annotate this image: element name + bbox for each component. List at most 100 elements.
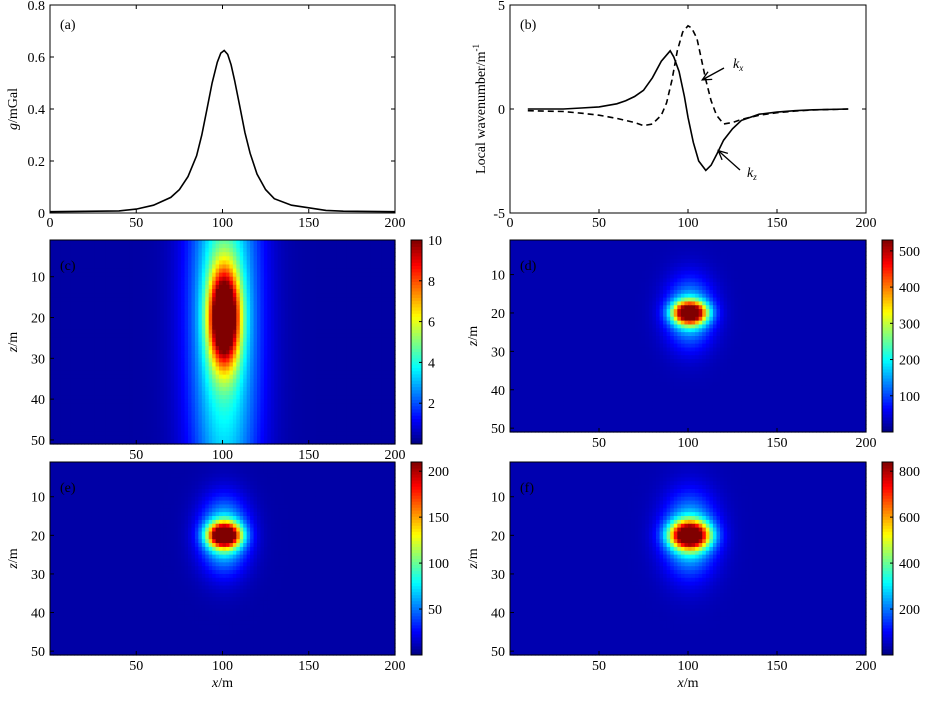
heatmap-cell — [181, 387, 185, 392]
heatmap-cell — [260, 407, 264, 412]
heatmap-cell — [312, 375, 316, 380]
heatmap-cell — [57, 285, 61, 290]
heatmap-cell — [295, 297, 299, 302]
heatmap-cell — [378, 399, 382, 404]
heatmap-cell — [185, 334, 189, 339]
heatmap-cell — [219, 362, 223, 367]
heatmap-cell — [371, 383, 375, 388]
heatmap-cell — [381, 432, 385, 437]
heatmap-cell — [267, 326, 271, 331]
heatmap-cell — [226, 415, 230, 420]
heatmap-cell — [219, 387, 223, 392]
heatmap-cell — [202, 256, 206, 261]
heatmap-cell — [229, 281, 233, 286]
heatmap-cell — [178, 309, 182, 314]
heatmap-cell — [122, 330, 126, 335]
heatmap-cell — [205, 411, 209, 416]
heatmap-cell — [388, 415, 392, 420]
heatmap-cell — [157, 297, 161, 302]
heatmap-cell — [336, 269, 340, 274]
heatmap-cell — [129, 358, 133, 363]
heatmap-cell — [219, 399, 223, 404]
heatmap-cell — [105, 256, 109, 261]
heatmap-cell — [264, 322, 268, 327]
heatmap-cell — [267, 366, 271, 371]
heatmap-cell — [129, 281, 133, 286]
heatmap-cell — [150, 260, 154, 265]
heatmap-cell — [136, 403, 140, 408]
heatmap-cell — [167, 338, 171, 343]
heatmap-cell — [160, 256, 164, 261]
heatmap-cell — [385, 281, 389, 286]
heatmap-cell — [81, 387, 85, 392]
heatmap-cell — [250, 338, 254, 343]
heatmap-cell — [102, 330, 106, 335]
heatmap-cell — [254, 395, 258, 400]
heatmap-cell — [74, 424, 78, 429]
heatmap-cell — [285, 301, 289, 306]
heatmap-cell — [195, 346, 199, 351]
heatmap-cell — [185, 264, 189, 269]
heatmap-cell — [212, 350, 216, 355]
heatmap-cell — [154, 277, 158, 282]
heatmap-cell — [226, 362, 230, 367]
heatmap-cell — [154, 391, 158, 396]
heatmap-cell — [188, 428, 192, 433]
heatmap-cell — [209, 264, 213, 269]
heatmap-cell — [333, 334, 337, 339]
heatmap-cell — [240, 362, 244, 367]
heatmap-cell — [336, 436, 340, 441]
heatmap-cell — [274, 362, 278, 367]
heatmap-cell — [198, 375, 202, 380]
heatmap-cell — [157, 420, 161, 425]
heatmap-cell — [257, 371, 261, 376]
heatmap-cell — [240, 424, 244, 429]
heatmap-cell — [326, 269, 330, 274]
heatmap-cell — [185, 354, 189, 359]
heatmap-cell — [143, 375, 147, 380]
heatmap-cell — [264, 407, 268, 412]
heatmap-cell — [112, 395, 116, 400]
heatmap-cell — [85, 371, 89, 376]
heatmap-cell — [374, 269, 378, 274]
heatmap-cell — [336, 350, 340, 355]
heatmap-cell — [174, 342, 178, 347]
heatmap-cell — [361, 350, 365, 355]
heatmap-cell — [212, 305, 216, 310]
heatmap-cell — [326, 395, 330, 400]
heatmap-cell — [267, 350, 271, 355]
heatmap-cell — [367, 326, 371, 331]
heatmap-cell — [85, 252, 89, 257]
heatmap-cell — [285, 248, 289, 253]
heatmap-cell — [164, 240, 168, 245]
heatmap-cell — [374, 366, 378, 371]
heatmap-cell — [85, 330, 89, 335]
heatmap-cell — [316, 415, 320, 420]
heatmap-cell — [236, 375, 240, 380]
heatmap-cell — [216, 420, 220, 425]
heatmap-cell — [229, 424, 233, 429]
heatmap-cell — [74, 420, 78, 425]
heatmap-cell — [319, 281, 323, 286]
heatmap-cell — [71, 420, 75, 425]
heatmap-cell — [71, 240, 75, 245]
heatmap-cell — [129, 350, 133, 355]
heatmap-cell — [198, 277, 202, 282]
heatmap-cell — [329, 346, 333, 351]
heatmap-cell — [140, 407, 144, 412]
heatmap-cell — [85, 269, 89, 274]
heatmap-cell — [302, 240, 306, 245]
heatmap-cell — [74, 399, 78, 404]
heatmap-cell — [316, 371, 320, 376]
heatmap-cell — [188, 326, 192, 331]
heatmap-cell — [178, 318, 182, 323]
heatmap-cell — [109, 244, 113, 249]
heatmap-cell — [236, 277, 240, 282]
heatmap-cell — [292, 399, 296, 404]
heatmap-cell — [285, 362, 289, 367]
heatmap-cell — [381, 395, 385, 400]
heatmap-cell — [388, 318, 392, 323]
heatmap-cell — [236, 318, 240, 323]
heatmap-cell — [250, 342, 254, 347]
heatmap-cell — [347, 326, 351, 331]
